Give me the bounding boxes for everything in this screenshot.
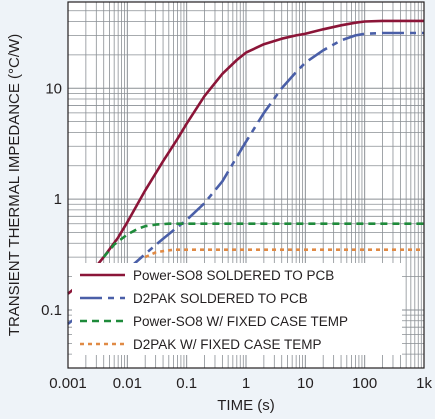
x-axis-label: TIME (s) [217,397,275,414]
y-tick-label: 10 [45,80,62,97]
x-tick-label: 1k [416,375,432,392]
x-tick-label: 100 [352,375,377,392]
series-line-1 [67,19,424,295]
y-tick-label: 1 [54,191,62,208]
x-tick-label: 0.1 [176,375,197,392]
legend-label-3: Power-SO8 W/ FIXED CASE TEMP [133,314,348,329]
x-tick-label: 0.01 [113,375,142,392]
y-tick-label: 0.1 [41,302,62,319]
legend-box [72,263,402,355]
x-tick-label: 1 [242,375,250,392]
x-tick-label: 10 [297,375,314,392]
plot-frame [67,1,425,369]
series-line-4 [144,248,424,259]
legend-label-2: D2PAK SOLDERED TO PCB [133,291,308,306]
series-lines [67,19,424,325]
series-line-3 [102,222,424,258]
x-tick-label: 0.001 [49,375,87,392]
tick-labels: 0.001 0.01 0.1 1 10 100 1k 0.1 1 10 [41,80,432,392]
y-axis-label: TRANSIENT THERMAL IMPEDANCE (°C/W) [6,34,23,336]
legend-label-4: D2PAK W/ FIXED CASE TEMP [133,337,322,352]
series-line-2 [67,31,424,325]
legend-label-1: Power-SO8 SOLDERED TO PCB [133,268,334,283]
legend: Power-SO8 SOLDERED TO PCB D2PAK SOLDERED … [72,263,402,355]
